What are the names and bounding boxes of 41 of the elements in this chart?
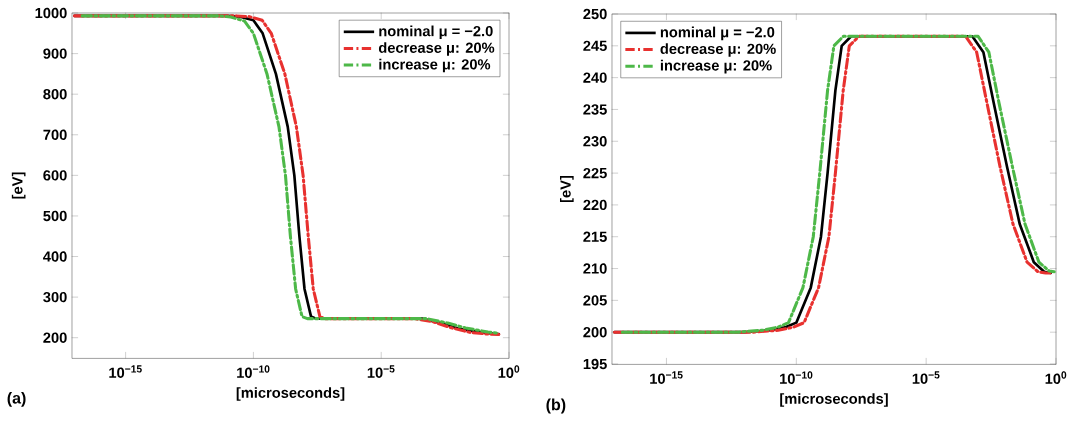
y-tick-label: 700 xyxy=(43,129,67,140)
y-tick-label: 210 xyxy=(583,263,607,274)
y-tick-label: 230 xyxy=(583,136,607,147)
y-tick-label: 200 xyxy=(43,332,67,343)
x-tick-label: 10$^{0}$ xyxy=(1045,371,1067,384)
y-tick-label: 250 xyxy=(583,8,607,20)
legend-label: decrease μ: 20% xyxy=(378,42,495,56)
y-tick-label: 240 xyxy=(583,72,607,83)
y-tick-label: 300 xyxy=(43,291,67,303)
y-tick-label: 500 xyxy=(43,210,67,222)
x-tick-label: 10$^{−15}$ xyxy=(109,365,142,378)
y-tick-label: 235 xyxy=(583,104,607,115)
legend-label: increase μ: 20% xyxy=(379,58,491,73)
y-tick-label: 245 xyxy=(583,40,607,52)
x-tick-label: 10$^{−5}$ xyxy=(367,365,395,378)
y-tick-label: 220 xyxy=(583,199,607,211)
y-axis-title: [eV] xyxy=(11,172,26,199)
text: (a) xyxy=(7,391,26,407)
y-tick-label: 215 xyxy=(583,231,607,242)
y-axis-title: [eV] xyxy=(560,175,574,203)
x-tick-label: 10$^{−5}$ xyxy=(912,371,940,384)
y-tick-label: 205 xyxy=(583,295,607,306)
legend-label: decrease μ: 20% xyxy=(660,43,776,57)
x-tick-label: 10$^{−15}$ xyxy=(650,371,683,384)
y-tick-label: 225 xyxy=(583,167,607,179)
x-tick-label: 10$^{−10}$ xyxy=(780,371,813,384)
x-tick-label: 10$^{−10}$ xyxy=(237,365,270,378)
legend-label: nominal μ = −2.0 xyxy=(660,26,775,41)
y-tick-label: 900 xyxy=(43,48,67,59)
x-tick-label: 10$^{0}$ xyxy=(498,365,520,378)
y-tick-label: 800 xyxy=(43,89,67,100)
y-tick-label: 200 xyxy=(583,327,607,338)
y-tick-label: 195 xyxy=(583,358,607,370)
y-tick-label: 400 xyxy=(43,251,67,262)
legend-label: increase μ: 20% xyxy=(660,59,772,74)
y-tick-label: 1000 xyxy=(35,7,67,19)
text: (b) xyxy=(546,398,566,414)
x-axis-title: [microseconds] xyxy=(780,393,888,407)
x-axis-title: [microseconds] xyxy=(236,387,345,401)
legend-label: nominal μ = −2.0 xyxy=(379,25,493,40)
y-tick-label: 600 xyxy=(43,170,67,181)
